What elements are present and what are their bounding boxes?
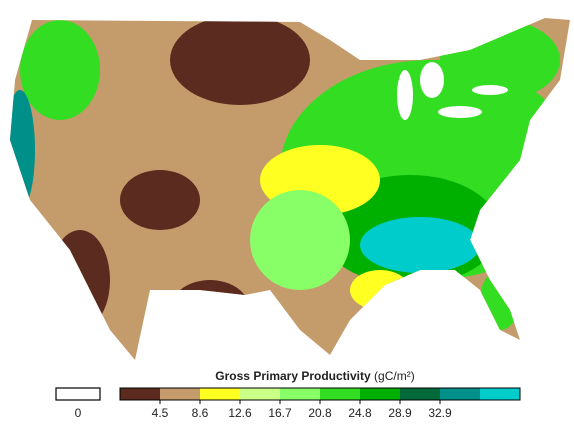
legend-swatch [120, 388, 160, 400]
legend-tick-label: 4.5 [152, 406, 169, 420]
map [10, 18, 570, 360]
legend-tick-label: 24.8 [348, 406, 372, 420]
legend-tick-label: 20.8 [308, 406, 332, 420]
no-data-swatch [55, 387, 101, 401]
legend-tick-label: 16.7 [268, 406, 292, 420]
legend-tick-label: 12.6 [228, 406, 252, 420]
legend-swatch [160, 388, 200, 400]
legend-swatch [200, 388, 240, 400]
legend-swatch [280, 388, 320, 400]
legend-swatch [320, 388, 360, 400]
legend-swatch [480, 388, 520, 400]
great-lakes [350, 33, 508, 120]
legend-swatch [240, 388, 280, 400]
no-data-label: 0 [75, 406, 82, 420]
legend-tick-label: 32.9 [428, 406, 452, 420]
legend-unit: (gC/m²) [374, 369, 415, 383]
legend-title-text: Gross Primary Productivity [215, 369, 371, 383]
legend-swatch [440, 388, 480, 400]
legend-tick-label: 8.6 [192, 406, 209, 420]
legend-tick-label: 28.9 [388, 406, 412, 420]
legend-title: Gross Primary Productivity (gC/m²) [215, 369, 414, 383]
legend-swatch [400, 388, 440, 400]
legend-swatch [360, 388, 400, 400]
legend: 0 4.5 8.6 12.6 16.7 20.8 24.8 28.9 32.9 [55, 387, 521, 420]
